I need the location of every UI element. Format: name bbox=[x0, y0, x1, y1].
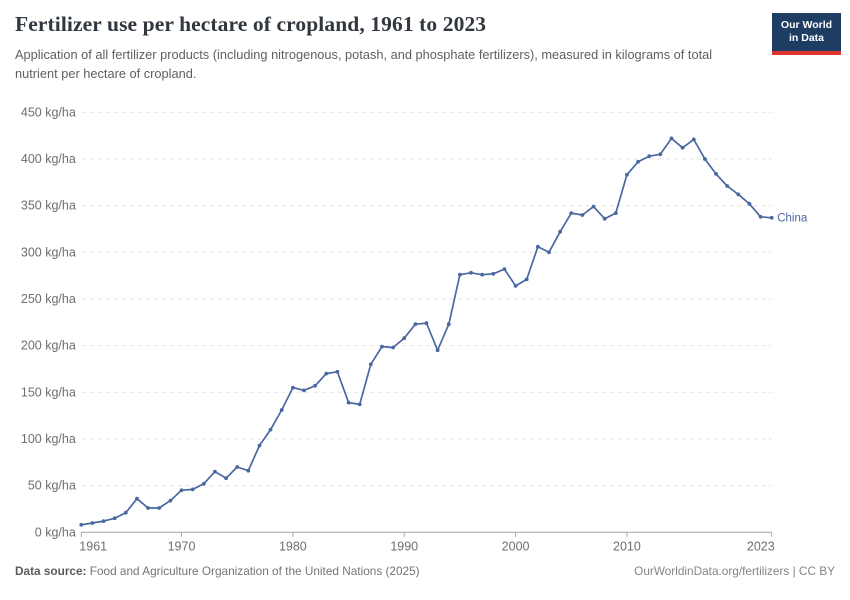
data-point[interactable] bbox=[658, 152, 663, 157]
chart-subtitle: Application of all fertilizer products (… bbox=[15, 47, 713, 81]
y-tick-label: 300 kg/ha bbox=[21, 245, 76, 259]
data-point[interactable] bbox=[469, 270, 473, 275]
data-point[interactable] bbox=[279, 408, 284, 412]
x-tick-label: 1970 bbox=[168, 539, 196, 553]
license-credit-link[interactable]: OurWorldinData.org/fertilizers | CC BY bbox=[634, 564, 835, 578]
x-tick-label: 1990 bbox=[390, 539, 418, 553]
data-point[interactable] bbox=[224, 476, 229, 481]
data-source: Data source: Food and Agriculture Organi… bbox=[15, 564, 420, 578]
data-point[interactable] bbox=[179, 488, 184, 493]
x-tick-label: 2023 bbox=[747, 539, 775, 553]
data-point[interactable] bbox=[524, 277, 529, 282]
data-point[interactable] bbox=[714, 172, 718, 176]
data-point[interactable] bbox=[536, 244, 540, 249]
series-line-china[interactable] bbox=[80, 137, 773, 526]
y-tick-label: 400 kg/ha bbox=[21, 152, 76, 166]
data-point[interactable] bbox=[602, 216, 607, 221]
owid-logo-line2: in Data bbox=[788, 32, 824, 45]
data-point[interactable] bbox=[613, 211, 618, 216]
data-point[interactable] bbox=[591, 204, 596, 209]
data-point[interactable] bbox=[268, 427, 273, 432]
data-point[interactable] bbox=[79, 522, 84, 527]
data-point[interactable] bbox=[157, 506, 162, 510]
data-point[interactable] bbox=[625, 172, 629, 177]
data-point[interactable] bbox=[246, 468, 251, 473]
data-point[interactable] bbox=[313, 383, 317, 388]
owid-logo[interactable]: Our World in Data bbox=[772, 13, 841, 55]
data-point[interactable] bbox=[235, 465, 240, 469]
data-point[interactable] bbox=[368, 362, 373, 367]
data-point[interactable] bbox=[380, 344, 384, 349]
data-point[interactable] bbox=[435, 348, 440, 353]
data-point[interactable] bbox=[725, 184, 730, 188]
owid-logo-line1: Our World bbox=[780, 19, 833, 31]
data-point[interactable] bbox=[747, 201, 752, 206]
data-point[interactable] bbox=[758, 214, 763, 219]
x-tick-label: 1980 bbox=[279, 539, 307, 553]
data-point[interactable] bbox=[123, 510, 128, 515]
data-point[interactable] bbox=[302, 388, 306, 393]
data-point[interactable] bbox=[324, 371, 329, 376]
data-point[interactable] bbox=[502, 267, 507, 271]
data-point[interactable] bbox=[636, 159, 640, 164]
y-tick-label: 350 kg/ha bbox=[21, 199, 76, 213]
data-point[interactable] bbox=[558, 229, 562, 234]
x-tick-label: 2010 bbox=[613, 539, 641, 553]
data-point[interactable] bbox=[446, 322, 451, 327]
data-point[interactable] bbox=[357, 402, 362, 407]
x-tick-label: 1961 bbox=[79, 539, 107, 553]
data-source-value: Food and Agriculture Organization of the… bbox=[86, 564, 420, 578]
data-point[interactable] bbox=[680, 145, 685, 150]
data-point[interactable] bbox=[257, 443, 262, 448]
data-point[interactable] bbox=[491, 271, 496, 276]
data-point[interactable] bbox=[135, 496, 139, 501]
y-tick-label: 100 kg/ha bbox=[21, 432, 76, 446]
y-tick-label: 150 kg/ha bbox=[21, 385, 76, 399]
data-point[interactable] bbox=[480, 272, 485, 277]
data-point[interactable] bbox=[647, 154, 652, 159]
page-title: Fertilizer use per hectare of cropland, … bbox=[15, 12, 487, 36]
data-point[interactable] bbox=[346, 400, 351, 405]
y-tick-label: 0 kg/ha bbox=[35, 525, 76, 539]
data-point[interactable] bbox=[736, 192, 741, 197]
data-source-label: Data source: bbox=[15, 564, 87, 578]
y-tick-label: 450 kg/ha bbox=[21, 105, 76, 119]
data-point[interactable] bbox=[769, 215, 774, 220]
data-point[interactable] bbox=[458, 272, 462, 277]
y-tick-label: 250 kg/ha bbox=[21, 292, 76, 306]
x-tick-label: 2000 bbox=[502, 539, 530, 553]
data-point[interactable] bbox=[146, 506, 151, 510]
data-point[interactable] bbox=[291, 385, 295, 390]
data-point[interactable] bbox=[213, 469, 217, 474]
data-point[interactable] bbox=[691, 137, 696, 142]
data-point[interactable] bbox=[201, 481, 206, 486]
series-end-label[interactable]: China bbox=[777, 212, 808, 224]
data-point[interactable] bbox=[580, 213, 585, 217]
data-point[interactable] bbox=[168, 498, 173, 503]
data-point[interactable] bbox=[513, 284, 518, 288]
data-point[interactable] bbox=[335, 369, 340, 374]
data-point[interactable] bbox=[669, 136, 674, 141]
chart-header: Fertilizer use per hectare of cropland, … bbox=[15, 12, 750, 83]
chart-footer: Data source: Food and Agriculture Organi… bbox=[15, 564, 835, 578]
data-point[interactable] bbox=[391, 345, 395, 350]
data-point[interactable] bbox=[90, 521, 95, 525]
data-point[interactable] bbox=[703, 157, 707, 161]
data-point[interactable] bbox=[413, 322, 418, 327]
data-point[interactable] bbox=[402, 336, 407, 341]
data-point[interactable] bbox=[190, 487, 195, 492]
y-tick-label: 50 kg/ha bbox=[28, 479, 76, 493]
data-point[interactable] bbox=[101, 519, 106, 523]
y-tick-label: 200 kg/ha bbox=[21, 339, 76, 353]
data-point[interactable] bbox=[569, 211, 574, 216]
data-point[interactable] bbox=[547, 250, 551, 255]
data-point[interactable] bbox=[424, 321, 429, 326]
data-point[interactable] bbox=[112, 516, 117, 521]
